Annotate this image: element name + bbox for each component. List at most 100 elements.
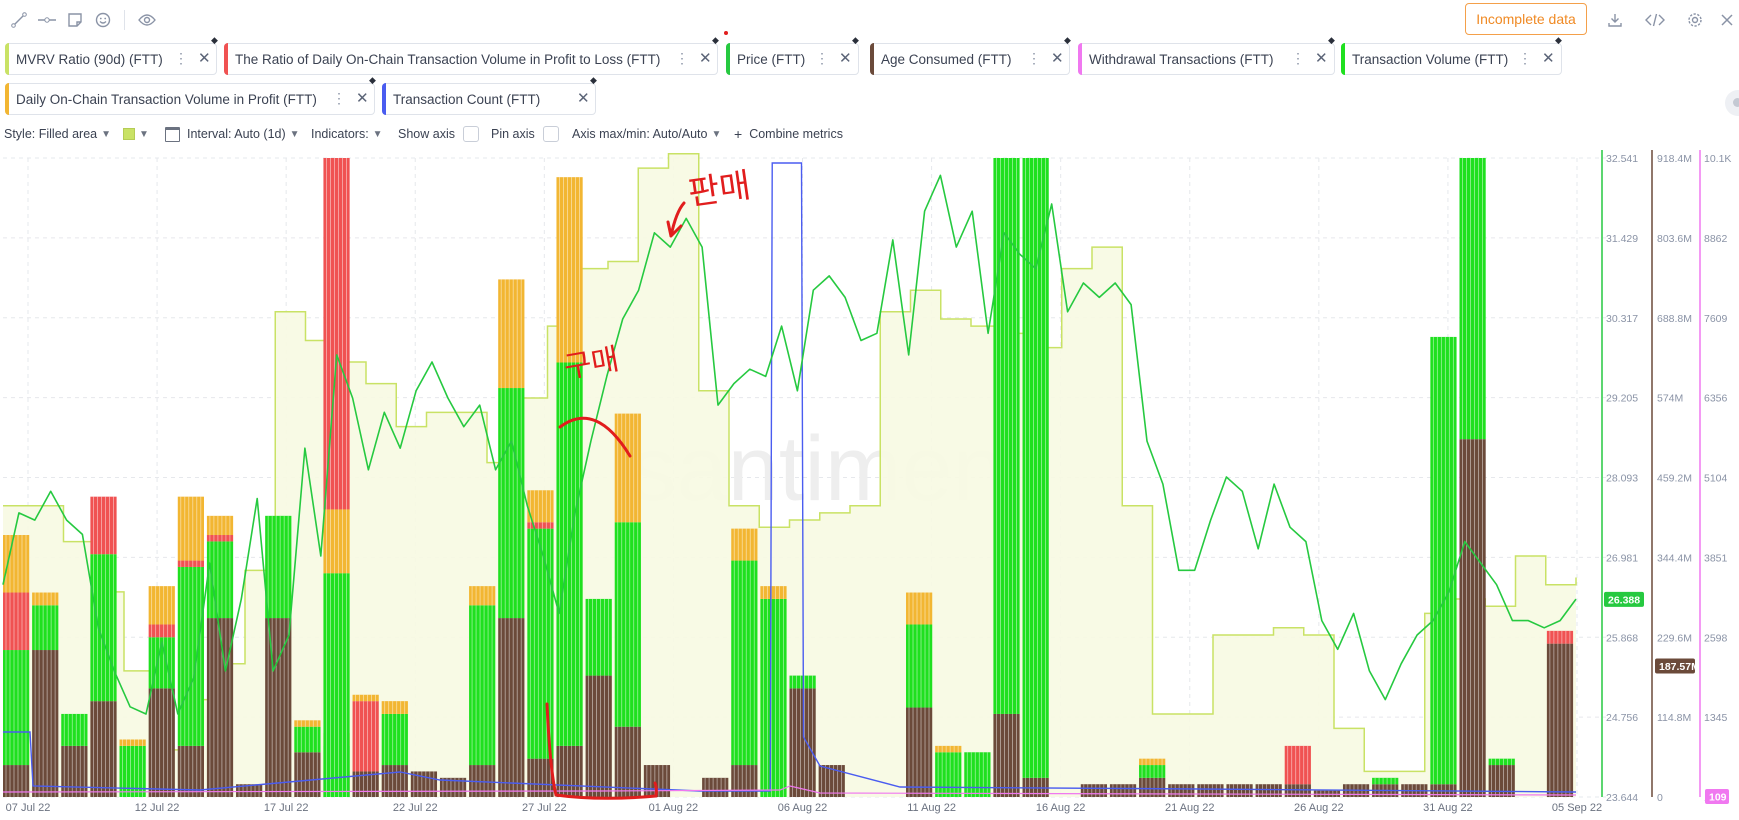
sell-annotation: 판매 [686, 167, 753, 213]
color-picker[interactable]: ▼ [123, 124, 149, 144]
remove-metric-icon[interactable]: ✕ [839, 50, 852, 67]
more-options-icon[interactable]: ⋮ [815, 50, 829, 66]
more-options-icon[interactable]: ⋮ [174, 50, 188, 66]
metric-chip-tx-count[interactable]: Transaction Count (FTT) ✕ ◆ [382, 75, 597, 115]
y-tick-label: 459.2M [1657, 473, 1692, 485]
diamond-icon: ◆ [1555, 35, 1562, 45]
metric-chip-label: Age Consumed (FTT) [881, 51, 1012, 67]
profit-loss-bar [148, 624, 175, 638]
metric-chip-label: Daily On-Chain Transaction Volume in Pro… [16, 91, 317, 107]
indicators-dropdown[interactable]: Indicators: ▼ [311, 124, 383, 144]
metric-color-swatch [870, 43, 874, 75]
tx-in-profit-bar [294, 720, 321, 727]
pin-axis-toggle[interactable]: Pin axis [491, 124, 559, 144]
tx-volume-bar [1139, 765, 1166, 778]
y-tick-label: 688.8M [1657, 313, 1692, 325]
line-tool-icon[interactable] [9, 10, 29, 30]
metric-chip-label: The Ratio of Daily On-Chain Transaction … [235, 51, 661, 67]
metric-chip-tx-in-profit[interactable]: Daily On-Chain Transaction Volume in Pro… [5, 75, 376, 115]
side-panel-handle[interactable] [1725, 90, 1739, 116]
line-series [2, 162, 1577, 796]
show-axis-checkbox[interactable] [462, 126, 479, 142]
diamond-icon: ◆ [369, 75, 376, 85]
remove-metric-icon[interactable]: ✕ [1051, 50, 1064, 67]
metric-chip-price[interactable]: Price (FTT) ⋮ ✕ ◆ [726, 35, 859, 75]
age-consumed-bar [906, 707, 933, 797]
axis-minmax-dropdown[interactable]: Axis max/min: Auto/Auto ▼ [572, 124, 721, 144]
tx-volume-bar [3, 650, 30, 766]
y-tick-label: 25.868 [1606, 632, 1638, 644]
settings-gear-icon[interactable] [1685, 10, 1705, 30]
age-consumed-bar [32, 650, 59, 797]
more-options-icon[interactable]: ⋮ [1027, 50, 1041, 66]
metric-chip-withdrawal[interactable]: Withdrawal Transactions (FTT) ⋮ ✕ ◆ [1078, 35, 1335, 75]
metric-color-swatch [5, 43, 9, 75]
eye-icon[interactable] [137, 10, 157, 30]
remove-metric-icon[interactable]: ✕ [198, 50, 211, 67]
tx-volume-bar [90, 554, 117, 702]
show-axis-toggle[interactable]: Show axis [398, 124, 479, 144]
tx-volume-bar [32, 605, 59, 651]
age-consumed-bar [1226, 784, 1253, 797]
metric-chip-age-consumed[interactable]: Age Consumed (FTT) ⋮ ✕ ◆ [870, 35, 1071, 75]
style-dropdown[interactable]: Style: Filled area ▼ [4, 124, 111, 144]
tx-volume-bar [1430, 336, 1457, 785]
segment-tool-icon[interactable] [37, 10, 57, 30]
tx-in-profit-bar [935, 745, 962, 753]
tx-volume-bar [1488, 758, 1515, 766]
metric-chip-label: Withdrawal Transactions (FTT) [1089, 51, 1274, 67]
tx-in-profit-bar [32, 592, 59, 606]
tx-in-profit-bar [469, 586, 496, 606]
age-consumed-bar [1284, 784, 1311, 797]
tx-in-profit-bar [1139, 758, 1166, 766]
remove-metric-icon[interactable]: ✕ [1315, 50, 1328, 67]
tx-volume-bar [119, 745, 146, 797]
metric-chip-label: Price (FTT) [737, 51, 806, 67]
embed-code-icon[interactable] [1645, 10, 1665, 30]
y-tick-label: 114.8M [1657, 712, 1691, 724]
metric-chip-tx-volume[interactable]: Transaction Volume (FTT) ⋮ ✕ ◆ [1341, 35, 1562, 75]
pin-axis-checkbox[interactable] [542, 126, 559, 142]
more-options-icon[interactable]: ⋮ [332, 90, 346, 106]
download-icon[interactable] [1605, 10, 1625, 30]
metric-chip-label: Transaction Volume (FTT) [1352, 51, 1509, 67]
note-icon[interactable] [65, 10, 85, 30]
tx-in-profit-bar [556, 177, 583, 363]
remove-metric-icon[interactable]: ✕ [577, 90, 590, 107]
sell-arrow [666, 201, 686, 238]
price-line [2, 174, 1577, 715]
more-options-icon[interactable]: ⋮ [675, 50, 689, 66]
metric-chip-mvrv[interactable]: MVRV Ratio (90d) (FTT) ⋮ ✕ ◆ [5, 35, 218, 75]
emoji-icon[interactable] [93, 10, 113, 30]
x-tick-label: 22 Jul 22 [393, 802, 438, 814]
y-tick-label: 10.1K [1704, 153, 1731, 165]
x-tick-label: 07 Jul 22 [6, 802, 51, 814]
top-toolbar: Incomplete data [0, 0, 1739, 40]
close-icon[interactable] [1717, 10, 1737, 30]
tx-volume-bar [1372, 777, 1399, 785]
combine-metrics-button[interactable]: + Combine metrics [734, 124, 843, 144]
age-consumed-bar [731, 765, 758, 797]
interval-dropdown[interactable]: Interval: Auto (1d) ▼ [165, 124, 300, 144]
metric-chip-profit-loss-ratio[interactable]: The Ratio of Daily On-Chain Transaction … [224, 35, 719, 75]
age-consumed-bar [818, 765, 845, 797]
tx-volume-bar [177, 566, 204, 746]
axes: 07 Jul 22 12 Jul 22 17 Jul 22 22 Jul 22 27 J… [6, 150, 1731, 814]
age-consumed-bar [498, 618, 525, 797]
tx-volume-bar [993, 158, 1020, 714]
age-consumed-bar [439, 777, 467, 797]
remove-metric-icon[interactable]: ✕ [356, 90, 369, 107]
metric-color-swatch [726, 43, 730, 75]
current-value-badge [1604, 591, 1644, 607]
more-options-icon[interactable]: ⋮ [1518, 50, 1532, 66]
incomplete-data-button[interactable]: Incomplete data [1465, 3, 1587, 35]
tx-in-profit-bar [731, 528, 758, 561]
more-options-icon[interactable]: ⋮ [1291, 50, 1305, 66]
mvrv-step-line [3, 153, 1577, 773]
current-value-text: 187.57M [1659, 661, 1700, 673]
remove-metric-icon[interactable]: ✕ [1542, 50, 1555, 67]
y-tick-label: 6356 [1704, 393, 1728, 405]
age-consumed-bar [1197, 784, 1224, 797]
x-tick-label: 17 Jul 22 [264, 802, 309, 814]
remove-metric-icon[interactable]: ✕ [699, 50, 712, 67]
